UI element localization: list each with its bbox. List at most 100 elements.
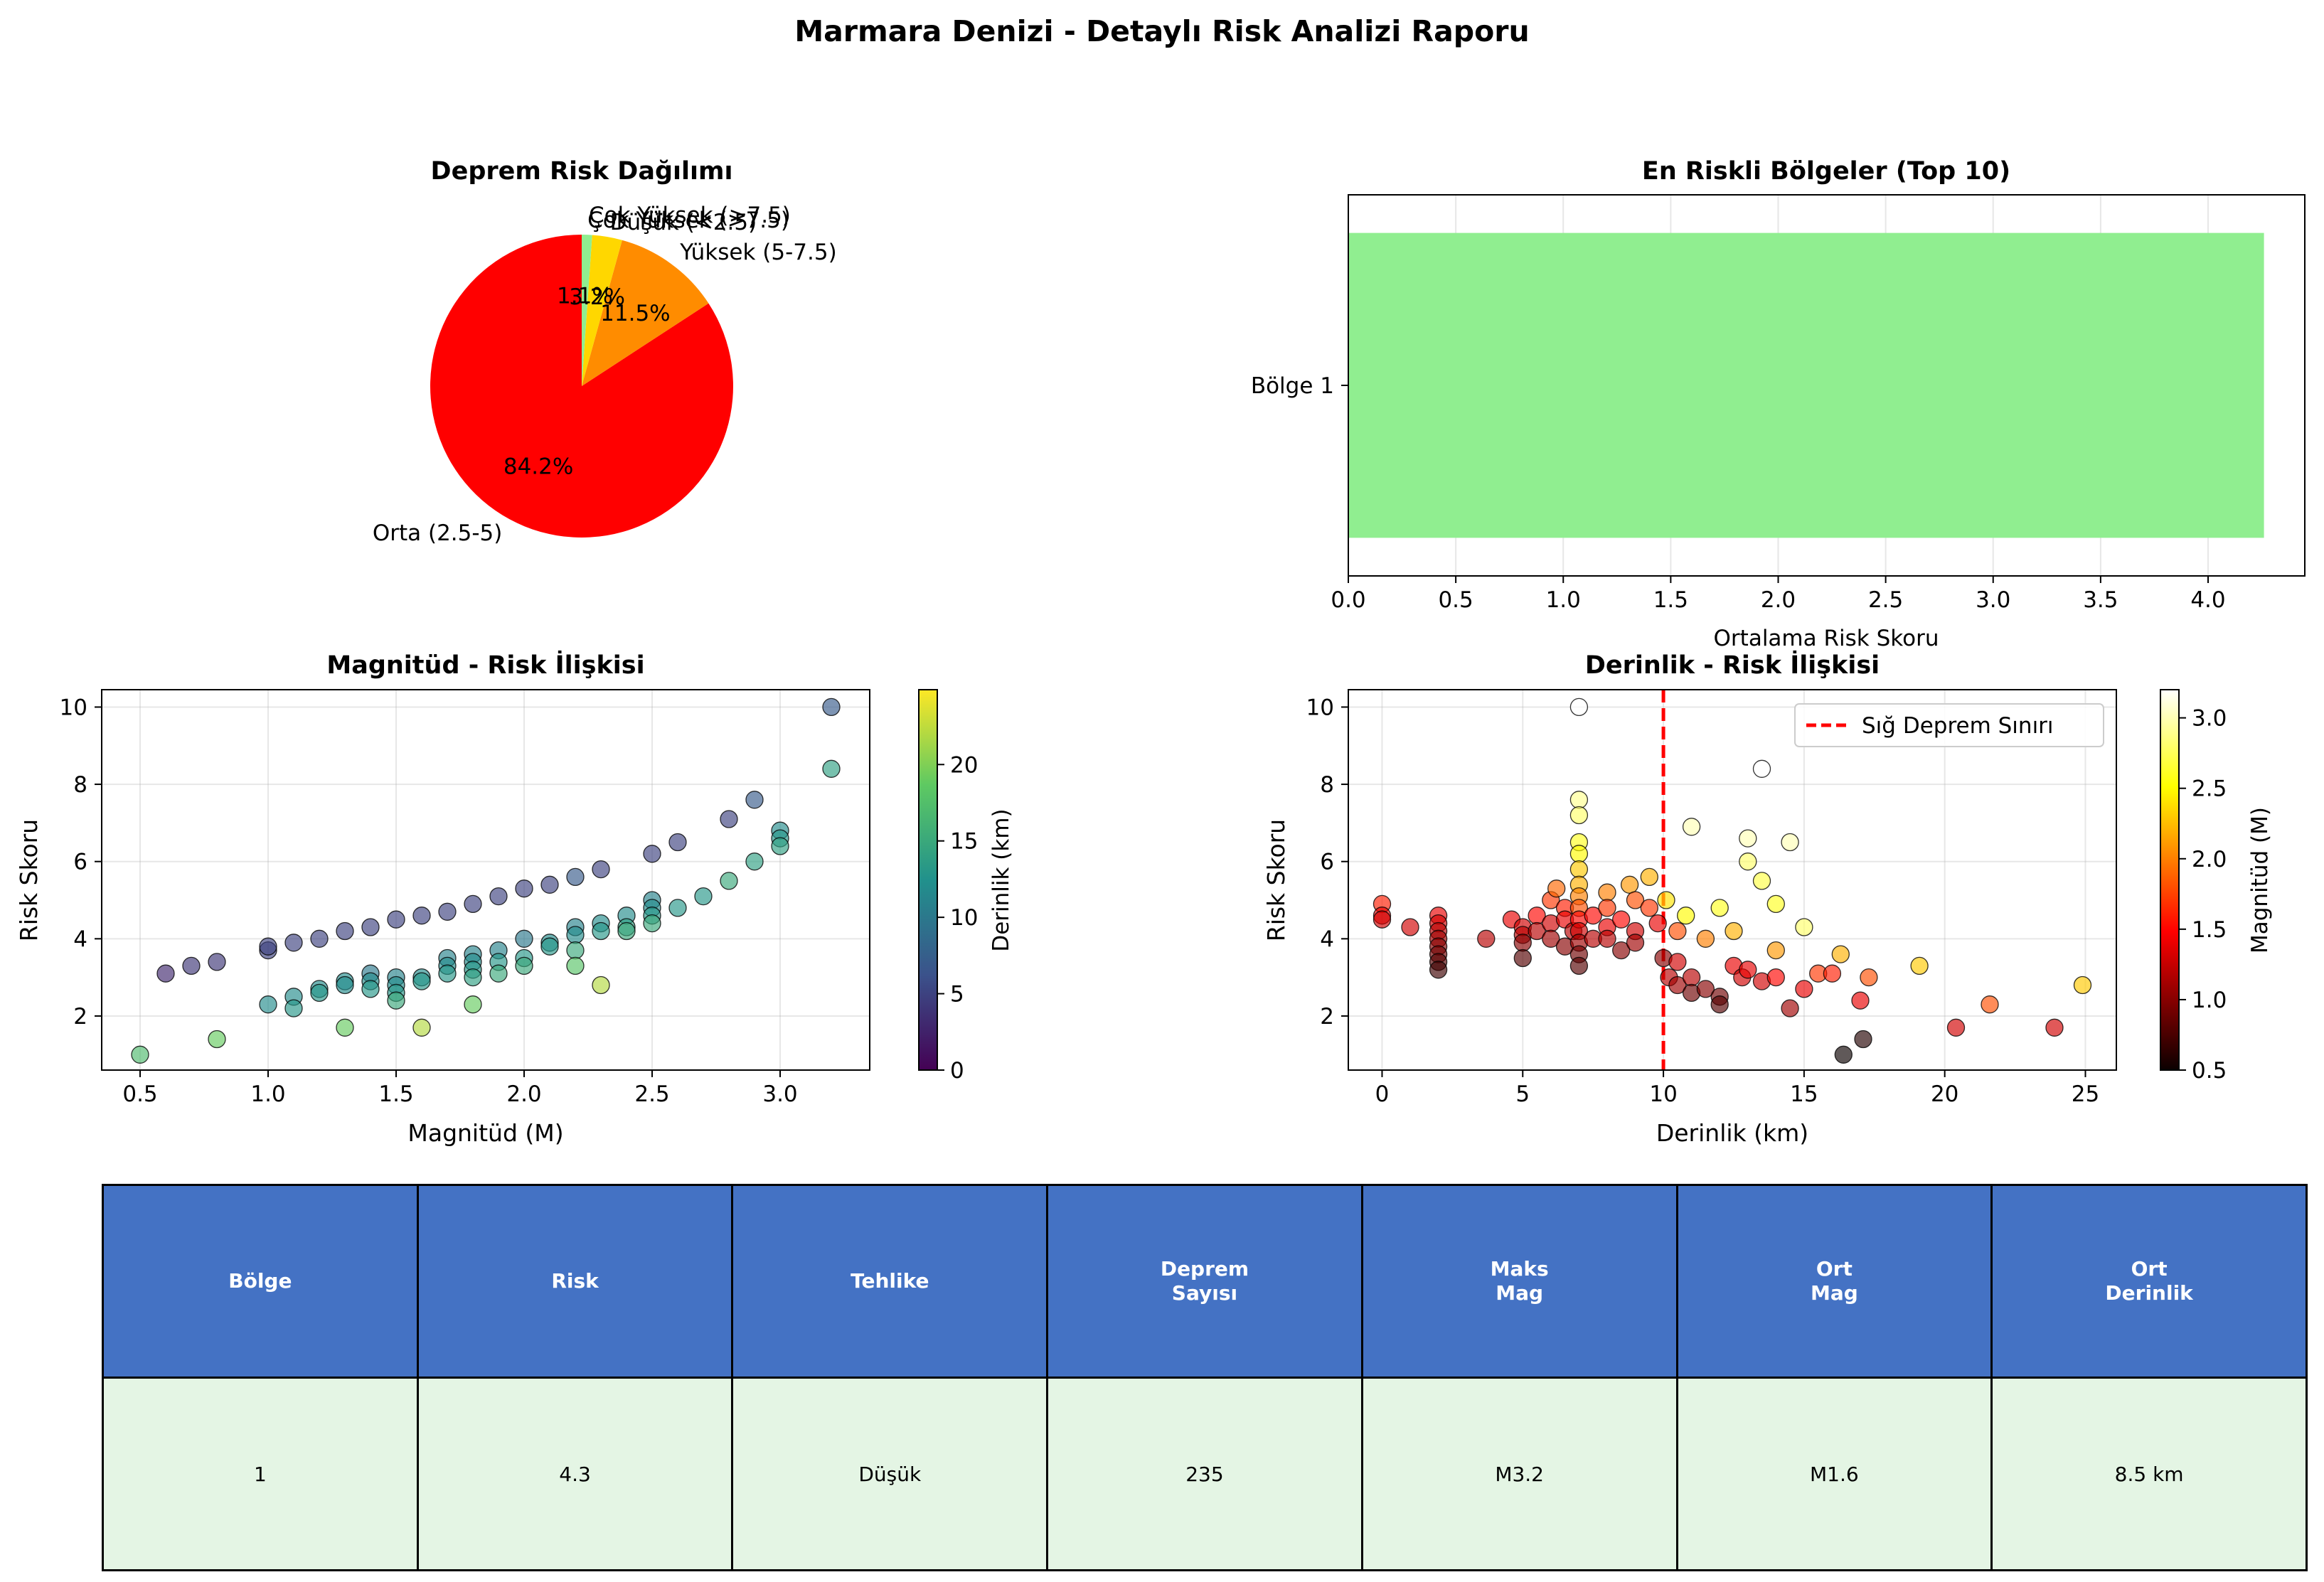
magnitude-point — [745, 791, 764, 809]
depth-point — [1910, 956, 1929, 976]
magnitude-point — [438, 964, 457, 983]
bar-xtick-label: 0.5 — [1438, 587, 1473, 613]
depth-point — [1640, 899, 1658, 917]
depth-ytick-label: 6 — [1320, 850, 1334, 875]
depth-point — [1682, 818, 1701, 836]
depth-point — [1584, 907, 1602, 925]
depth-point — [1981, 995, 1999, 1014]
depth-point — [1831, 945, 1850, 963]
depth-point — [1766, 968, 1785, 987]
magnitude-colorbar-tick-label: 10 — [950, 905, 978, 931]
depth-colorbar-ticks: 0 5 10 15 20 — [937, 752, 978, 1084]
header-maks-mag: Maks Mag — [1360, 1184, 1678, 1379]
magnitude-xlabel: Magnitüd (M) — [407, 1119, 563, 1147]
magnitude-point — [566, 926, 585, 944]
magnitude-point — [592, 921, 610, 941]
depth-point — [1528, 921, 1546, 941]
depth-point — [1739, 829, 1757, 848]
magnitude-point — [592, 976, 610, 995]
magnitude-point — [643, 914, 661, 933]
depth-point — [1542, 929, 1560, 948]
magnitude-point — [720, 872, 738, 890]
magnitude-point — [515, 956, 533, 976]
pie-overlap-label: Çok Yüksek (>7.5) — [589, 203, 791, 228]
depth-point — [1640, 867, 1658, 887]
magnitude-point — [182, 956, 201, 976]
pie-slice-label: Çok Yüksek (>7.5) — [587, 208, 789, 233]
depth-xtick-label: 10 — [1649, 1081, 1677, 1107]
depth-ytick-label: 8 — [1320, 772, 1334, 798]
depth-point — [1372, 910, 1392, 929]
magnitude-point — [540, 875, 559, 894]
magnitude-point — [438, 902, 457, 921]
depth-point — [2073, 976, 2092, 995]
magnitude-point — [745, 853, 764, 871]
depth-point — [1569, 845, 1589, 863]
pie-chart-panel: Deprem Risk Dağılımı Orta (2.5-5) 84.2% Yü… — [373, 157, 837, 546]
magnitude-point — [208, 953, 226, 971]
depth-point — [1569, 698, 1589, 717]
magnitude-point — [822, 698, 841, 717]
magnitude-ytick-label: 2 — [73, 1004, 87, 1030]
depth-point — [1752, 759, 1771, 778]
depth-point — [1626, 934, 1645, 952]
bar-xtick-label: 1.0 — [1546, 587, 1581, 613]
depth-point — [1739, 961, 1757, 979]
magnitude-ytick-label: 10 — [60, 695, 87, 720]
magnitude-point — [284, 934, 303, 952]
magnitude-point — [464, 995, 482, 1014]
depth-point — [1854, 1030, 1872, 1049]
depth-point — [1823, 964, 1842, 983]
depth-colorbar-tick-label: 1.5 — [2192, 917, 2227, 943]
depth-point — [1766, 941, 1785, 960]
magnitude-point — [464, 894, 482, 914]
cell-bolge: 1 — [102, 1377, 419, 1571]
magnitude-point — [489, 964, 508, 983]
depth-point — [1612, 941, 1631, 960]
depth-point — [1620, 875, 1639, 894]
depth-point — [1795, 980, 1813, 998]
depth-point — [1569, 806, 1589, 825]
pie-slice — [582, 235, 592, 386]
magnitude-axes-frame — [101, 689, 870, 1071]
table-row: 1 4.3 Düşük 235 M3.2 M1.6 8.5 km — [102, 1377, 2308, 1571]
magnitude-point — [566, 956, 585, 976]
magnitude-point — [694, 887, 713, 906]
pie-slice — [582, 235, 622, 386]
magnitude-ytick-label: 6 — [73, 850, 87, 875]
depth-point — [1668, 976, 1687, 995]
depth-axes-frame — [1348, 689, 2117, 1071]
pie-labels: Orta (2.5-5) 84.2% Yüksek (5-7.5) 11.5% Düşü… — [373, 203, 837, 546]
depth-point — [1657, 891, 1675, 909]
depth-point — [1513, 948, 1532, 968]
depth-point — [1648, 914, 1667, 933]
cell-ort-mag: M1.6 — [1675, 1377, 1993, 1571]
pie-slice — [430, 235, 733, 538]
magnitude-point — [310, 983, 329, 1003]
depth-point — [1739, 853, 1757, 871]
magnitude-point — [336, 921, 354, 941]
depth-point — [1851, 991, 1870, 1010]
magnitude-colorbar-label: Magnitüd (M) — [2247, 807, 2273, 953]
depth-point — [1626, 891, 1645, 909]
depth-point — [1598, 929, 1616, 948]
depth-xtick-label: 15 — [1790, 1081, 1818, 1107]
magnitude-point — [515, 929, 533, 948]
pie-chart-title: Deprem Risk Dağılımı — [431, 157, 733, 186]
depth-point — [1696, 980, 1715, 998]
bar-xtick-label: 2.0 — [1761, 587, 1796, 613]
magnitude-xtick-label: 0.5 — [122, 1081, 157, 1107]
bar-chart-title: En Riskli Bölgeler (Top 10) — [1642, 157, 2010, 186]
depth-ylabel: Risk Skoru — [1262, 819, 1290, 941]
pie-slice-label: Orta (2.5-5) — [373, 520, 503, 546]
magnitude-colorbar-tick-label: 0 — [950, 1058, 964, 1084]
depth-point — [1766, 894, 1785, 914]
magnitude-xtick-label: 2.5 — [634, 1081, 669, 1107]
header-tehlike: Tehlike — [731, 1184, 1049, 1379]
depth-point — [1710, 995, 1729, 1014]
magnitude-point — [515, 880, 533, 898]
magnitude-point — [361, 980, 380, 998]
magnitude-point — [259, 937, 277, 956]
depth-point — [1401, 918, 1419, 936]
